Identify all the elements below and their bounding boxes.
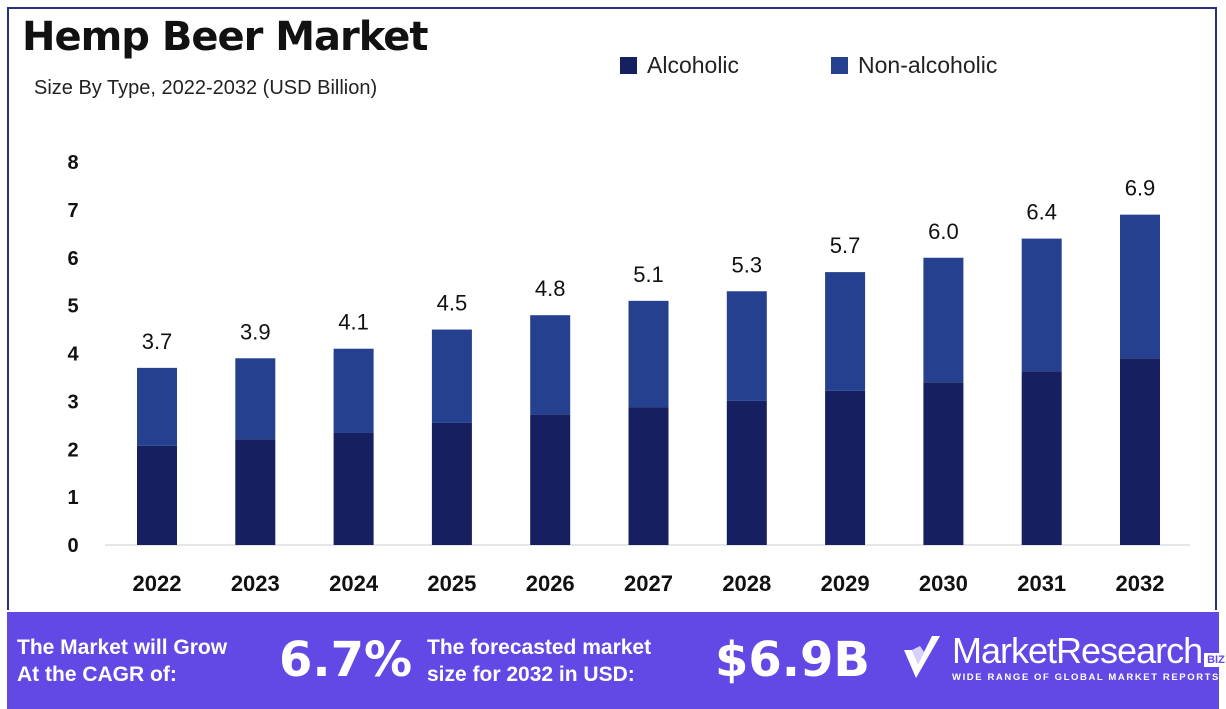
forecast-label-line: size for 2032 in USD: xyxy=(427,663,635,686)
bar-non-alcoholic-2030 xyxy=(923,257,964,383)
legend-label: Non-alcoholic xyxy=(858,52,998,78)
logo-tagline: WIDE RANGE OF GLOBAL MARKET REPORTS xyxy=(952,672,1220,683)
bar-chart: 0 1 2 3 4 5 6 7 8 3.7 2022 3.9 2023 4.1 2024 4.5 2025 4.8… xyxy=(67,152,1190,596)
bar-alcoholic-2029 xyxy=(825,390,866,545)
chart-title: Hemp Beer Market xyxy=(22,14,429,60)
total-label-2028: 5.3 xyxy=(732,252,763,277)
cagr-label: The Market will Grow At the CAGR of: xyxy=(17,634,227,688)
bar-non-alcoholic-2025 xyxy=(431,329,472,423)
bar-alcoholic-2026 xyxy=(530,414,571,545)
bar-non-alcoholic-2026 xyxy=(530,315,571,415)
bar-alcoholic-2023 xyxy=(235,439,276,545)
total-label-2032: 6.9 xyxy=(1125,176,1156,201)
total-label-2029: 5.7 xyxy=(830,233,861,258)
x-tick-label: 2024 xyxy=(329,571,379,596)
legend-swatch xyxy=(831,57,848,74)
total-label-2023: 3.9 xyxy=(240,319,271,344)
x-tick-label: 2030 xyxy=(919,571,968,596)
legend-swatch xyxy=(620,57,637,74)
total-label-2031: 6.4 xyxy=(1026,200,1057,225)
bar-non-alcoholic-2024 xyxy=(333,348,374,433)
x-tick-label: 2031 xyxy=(1017,571,1066,596)
x-tick-label: 2027 xyxy=(624,571,673,596)
bar-alcoholic-2025 xyxy=(431,422,472,545)
total-label-2030: 6.0 xyxy=(928,219,959,244)
forecast-label-line: The forecasted market xyxy=(427,636,652,659)
total-label-2025: 4.5 xyxy=(437,291,468,316)
bar-alcoholic-2022 xyxy=(137,445,177,545)
footer-banner: The Market will Grow At the CAGR of: 6.7%… xyxy=(7,612,1226,709)
y-tick-label: 0 xyxy=(67,535,78,557)
y-tick-label: 8 xyxy=(67,152,78,174)
cagr-label-line: At the CAGR of: xyxy=(17,663,177,686)
x-tick-label: 2032 xyxy=(1116,571,1165,596)
bar-non-alcoholic-2032 xyxy=(1120,214,1160,359)
legend-label: Alcoholic xyxy=(647,52,740,78)
bar-alcoholic-2024 xyxy=(333,432,374,545)
logo-biz: BIZ xyxy=(1204,653,1226,667)
checkmark-logo-icon xyxy=(904,635,940,678)
bar-alcoholic-2030 xyxy=(923,382,964,545)
bar-alcoholic-2031 xyxy=(1021,371,1062,545)
y-tick-label: 3 xyxy=(67,391,78,413)
legend-item-alcoholic: Alcoholic xyxy=(620,52,739,79)
y-tick-label: 1 xyxy=(67,487,78,509)
x-tick-label: 2023 xyxy=(231,571,280,596)
cagr-label-line: The Market will Grow xyxy=(17,636,228,659)
total-label-2022: 3.7 xyxy=(142,329,173,354)
chart-frame xyxy=(7,7,1217,610)
y-tick-label: 5 xyxy=(67,296,78,318)
total-label-2027: 5.1 xyxy=(633,262,664,287)
y-tick-label: 4 xyxy=(67,344,79,366)
bar-non-alcoholic-2028 xyxy=(726,291,767,401)
legend-item-non-alcoholic: Non-alcoholic xyxy=(831,52,997,79)
y-tick-label: 2 xyxy=(67,439,78,461)
bar-alcoholic-2027 xyxy=(628,407,669,545)
bar-non-alcoholic-2031 xyxy=(1021,238,1062,372)
x-tick-label: 2029 xyxy=(821,571,870,596)
logo-name: MarketResearch xyxy=(952,630,1203,671)
y-tick-label: 7 xyxy=(67,200,78,222)
bar-non-alcoholic-2027 xyxy=(628,300,669,408)
total-label-2024: 4.1 xyxy=(338,310,369,335)
bar-non-alcoholic-2022 xyxy=(137,367,177,446)
bar-non-alcoholic-2023 xyxy=(235,358,276,440)
forecast-value: $6.9B xyxy=(715,632,871,688)
cagr-value: 6.7% xyxy=(279,632,413,688)
x-tick-label: 2025 xyxy=(427,571,476,596)
bar-alcoholic-2032 xyxy=(1120,358,1160,545)
forecast-label: The forecasted market size for 2032 in US… xyxy=(427,634,651,688)
y-tick-label: 6 xyxy=(67,248,78,270)
bar-non-alcoholic-2029 xyxy=(825,272,866,391)
marketresearch-logo: MarketResearch BIZ WIDE RANGE OF GLOBAL M… xyxy=(902,630,1226,683)
x-tick-label: 2022 xyxy=(133,571,182,596)
total-label-2026: 4.8 xyxy=(535,276,566,301)
x-tick-label: 2026 xyxy=(526,571,575,596)
bar-alcoholic-2028 xyxy=(726,400,767,545)
x-tick-label: 2028 xyxy=(722,571,771,596)
chart-subtitle: Size By Type, 2022-2032 (USD Billion) xyxy=(34,77,378,99)
